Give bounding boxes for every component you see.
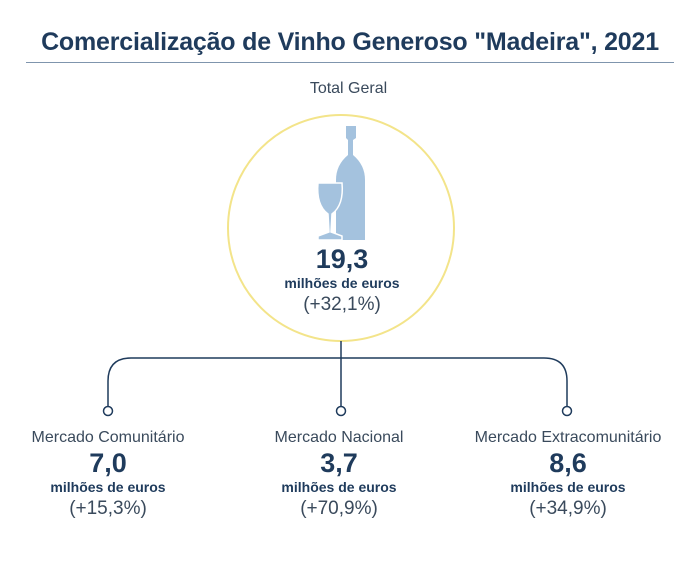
node-dot-nacional <box>335 405 347 417</box>
market-change: (+70,9%) <box>300 498 378 519</box>
node-dot-comunitario <box>102 405 114 417</box>
market-unit: milhões de euros <box>281 479 397 495</box>
market-name: Mercado Nacional <box>274 429 404 446</box>
market-unit: milhões de euros <box>50 479 166 495</box>
node-dot-extracomunitario <box>561 405 573 417</box>
title-divider <box>26 62 674 63</box>
wine-bottle-icon <box>336 126 365 240</box>
market-unit: milhões de euros <box>510 479 626 495</box>
market-name: Mercado Extracomunitário <box>474 429 662 446</box>
total-label: Total Geral <box>309 80 388 97</box>
wine-glass-icon <box>316 182 344 241</box>
total-unit: milhões de euros <box>284 275 400 291</box>
market-value: 3,7 <box>320 448 358 478</box>
market-value: 8,6 <box>549 448 587 478</box>
market-comunitario: Mercado Comunitário 7,0 milhões de euros… <box>0 428 228 522</box>
page-title: Comercialização de Vinho Generoso "Madei… <box>41 28 659 56</box>
market-value: 7,0 <box>89 448 127 478</box>
market-extracomunitario: Mercado Extracomunitário 8,6 milhões de … <box>448 428 688 522</box>
market-change: (+34,9%) <box>529 498 607 519</box>
total-value: 19,3 <box>315 244 369 274</box>
market-nacional: Mercado Nacional 3,7 milhões de euros (+… <box>219 428 459 522</box>
market-name: Mercado Comunitário <box>31 429 185 446</box>
connector-lines <box>107 341 568 407</box>
total-summary: 19,3 milhões de euros (+32,1%) <box>234 244 450 318</box>
total-change: (+32,1%) <box>303 294 381 315</box>
market-change: (+15,3%) <box>69 498 147 519</box>
